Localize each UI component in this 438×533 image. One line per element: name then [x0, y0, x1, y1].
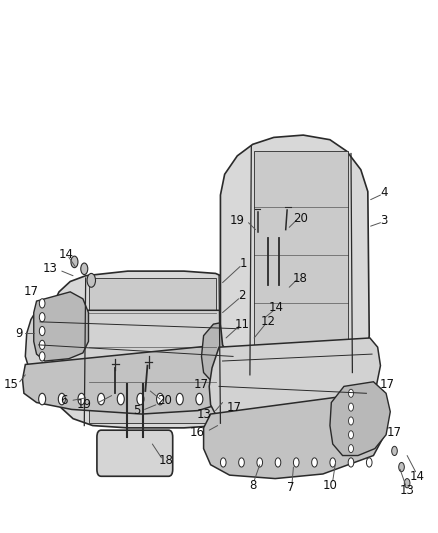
Circle shape — [349, 389, 353, 397]
Circle shape — [39, 326, 45, 336]
Polygon shape — [220, 135, 369, 378]
Text: 2: 2 — [238, 289, 246, 302]
Circle shape — [58, 393, 65, 405]
Circle shape — [275, 458, 281, 467]
Circle shape — [39, 352, 45, 361]
Polygon shape — [25, 310, 253, 386]
Circle shape — [39, 393, 46, 405]
Text: 18: 18 — [158, 454, 173, 467]
Text: 9: 9 — [15, 327, 22, 340]
Circle shape — [312, 458, 317, 467]
Circle shape — [176, 393, 183, 405]
Text: 3: 3 — [380, 214, 388, 227]
Text: 10: 10 — [322, 479, 337, 492]
Text: 17: 17 — [194, 377, 209, 391]
Text: 18: 18 — [293, 271, 308, 285]
Circle shape — [98, 393, 105, 405]
Circle shape — [264, 319, 269, 329]
Circle shape — [137, 393, 144, 405]
Text: 14: 14 — [410, 470, 424, 483]
Text: 13: 13 — [400, 483, 415, 497]
Circle shape — [404, 479, 410, 488]
Text: 13: 13 — [196, 408, 211, 421]
Circle shape — [39, 299, 45, 308]
Polygon shape — [89, 278, 215, 423]
Text: 14: 14 — [59, 248, 74, 262]
Text: 5: 5 — [133, 404, 141, 417]
Circle shape — [392, 446, 397, 456]
Text: 17: 17 — [227, 401, 242, 414]
Circle shape — [78, 393, 85, 405]
Text: 1: 1 — [240, 256, 247, 270]
Text: 4: 4 — [380, 186, 388, 199]
Polygon shape — [209, 338, 381, 432]
Circle shape — [112, 359, 119, 370]
Circle shape — [220, 458, 226, 467]
Text: 8: 8 — [249, 479, 256, 492]
Text: 20: 20 — [157, 394, 172, 407]
Circle shape — [274, 333, 279, 343]
Circle shape — [39, 313, 45, 322]
Polygon shape — [34, 292, 88, 361]
Circle shape — [255, 204, 261, 214]
Text: 17: 17 — [387, 426, 402, 439]
FancyBboxPatch shape — [97, 430, 173, 477]
Circle shape — [117, 393, 124, 405]
Circle shape — [215, 393, 223, 405]
Circle shape — [367, 458, 372, 467]
Circle shape — [348, 458, 354, 467]
Text: 13: 13 — [43, 262, 58, 276]
Circle shape — [349, 417, 353, 425]
Polygon shape — [330, 382, 390, 456]
Circle shape — [293, 458, 299, 467]
Circle shape — [87, 273, 95, 287]
Circle shape — [349, 403, 353, 411]
Text: 6: 6 — [60, 394, 67, 407]
Polygon shape — [221, 340, 274, 407]
Text: 20: 20 — [293, 212, 308, 224]
Circle shape — [253, 310, 258, 319]
Text: 19: 19 — [76, 398, 91, 411]
Circle shape — [39, 340, 45, 350]
Circle shape — [156, 393, 163, 405]
FancyBboxPatch shape — [245, 279, 303, 316]
Circle shape — [235, 393, 242, 405]
Circle shape — [399, 463, 404, 472]
Circle shape — [330, 458, 336, 467]
Text: 16: 16 — [190, 426, 205, 439]
Polygon shape — [254, 151, 348, 373]
Polygon shape — [204, 391, 386, 479]
Text: 15: 15 — [4, 377, 18, 391]
Text: 14: 14 — [269, 302, 284, 314]
Circle shape — [71, 256, 78, 268]
Text: 17: 17 — [23, 285, 39, 298]
Circle shape — [81, 263, 88, 274]
Text: 17: 17 — [380, 377, 395, 391]
Circle shape — [239, 458, 244, 467]
Circle shape — [285, 202, 291, 211]
Circle shape — [349, 445, 353, 453]
Circle shape — [145, 357, 152, 368]
Circle shape — [257, 458, 262, 467]
Polygon shape — [22, 342, 258, 414]
Text: 7: 7 — [287, 481, 294, 494]
Text: 12: 12 — [261, 316, 276, 328]
Polygon shape — [201, 319, 251, 382]
Text: 19: 19 — [230, 214, 244, 227]
Text: 11: 11 — [235, 318, 250, 330]
Circle shape — [349, 431, 353, 439]
Polygon shape — [46, 271, 246, 428]
Circle shape — [196, 393, 203, 405]
